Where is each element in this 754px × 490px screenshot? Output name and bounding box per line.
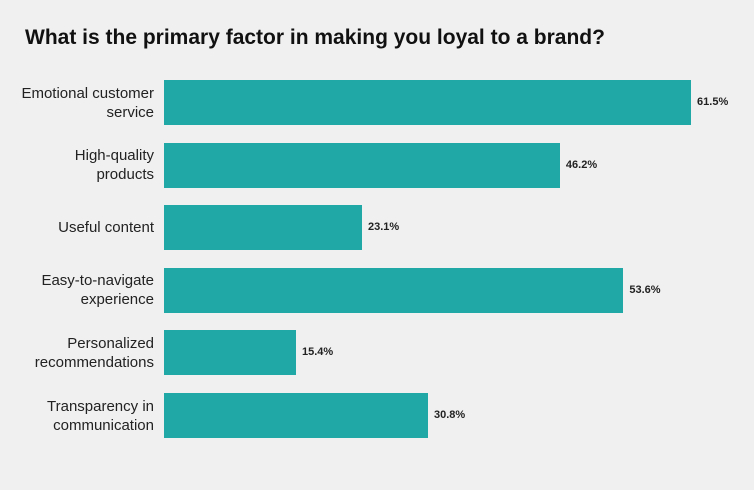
bar: [164, 267, 624, 313]
chart-title: What is the primary factor in making you…: [25, 26, 605, 49]
bar: [164, 330, 296, 376]
bar: [164, 142, 560, 188]
category-label: Transparency in communication: [47, 397, 154, 434]
bar: [164, 393, 428, 438]
category-label: Emotional customer service: [21, 84, 154, 121]
bar: [164, 205, 362, 251]
category-label: Useful content: [58, 219, 154, 237]
value-label: 46.2%: [565, 158, 598, 171]
value-label: 15.4%: [301, 346, 334, 359]
category-label: Personalized recommendations: [34, 334, 154, 371]
value-label: 30.8%: [433, 409, 466, 421]
bar: [164, 80, 692, 125]
value-label: 61.5%: [697, 96, 729, 108]
category-label: Easy-to-navigate experience: [41, 272, 154, 309]
category-label: High-quality products: [74, 147, 154, 184]
value-label: 53.6%: [629, 283, 661, 296]
value-label: 23.1%: [367, 221, 400, 234]
